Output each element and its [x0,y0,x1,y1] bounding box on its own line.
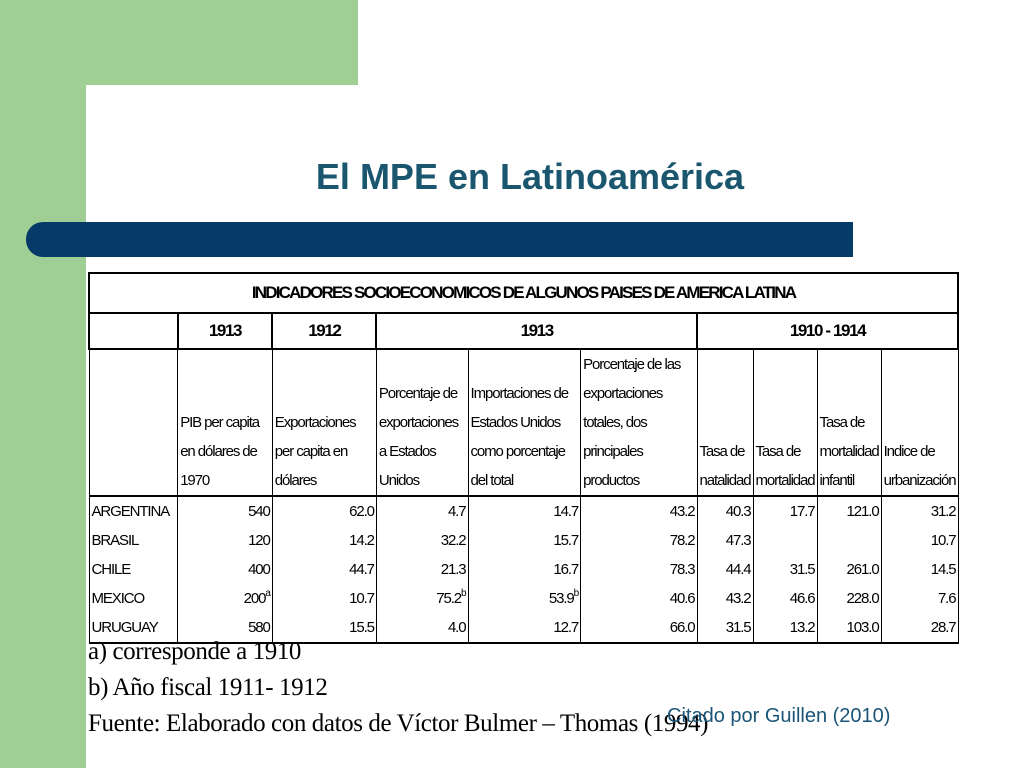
cell-value: 200 [243,590,267,607]
table-cell: 53.9b [467,584,582,613]
footnote-a: a) corresponde a 1910 [88,638,302,665]
table-cell: 14.2 [271,526,377,555]
table-cell [752,526,818,555]
footnote-marker: b [461,588,467,599]
citation-note: Citado por Guillen (2010) [667,705,891,727]
cell-value: 53.9 [548,590,575,607]
table-cell: 121.0 [816,496,882,526]
table-cell: 40.6 [580,584,698,613]
year-group-trade: 1913 [375,312,699,350]
table-cell: 78.3 [580,555,698,584]
column-header: Porcentaje de las exportaciones totales,… [580,349,698,497]
year-group-exports: 1912 [271,312,378,350]
table-cell: 43.2 [580,496,698,526]
column-header: Indice de urbanización [880,349,959,497]
table-cell: 66.0 [580,613,698,644]
column-header-country [88,349,179,497]
table-cell: 78.2 [580,526,698,555]
table-cell: 44.7 [271,555,377,584]
table-cell: 17.7 [752,496,818,526]
country-name: URUGUAY [88,613,179,644]
table-cell: 14.5 [880,555,959,584]
table-cell: 32.2 [375,526,469,555]
table-cell: 400 [177,555,273,584]
table-cell: 10.7 [271,584,377,613]
slide-title: El MPE en Latinoamérica [315,156,745,197]
country-name: MEXICO [88,584,179,613]
table-cell: 4.7 [375,496,469,526]
footnotes: a) corresponde a 1910 b) Año fiscal 1911… [88,634,708,742]
table-cell: 228.0 [816,584,882,613]
title-underline-bar [26,222,853,257]
table-cell: 7.6 [880,584,959,613]
table-cell: 21.3 [375,555,469,584]
column-header: Tasa de mortalidad [752,349,818,497]
table-row: URUGUAY 580 15.5 4.0 12.7 66.0 31.5 13.2… [88,613,959,644]
table-cell: 31.5 [752,555,818,584]
table-row: BRASIL 120 14.2 32.2 15.7 78.2 47.3 10.7 [88,526,959,555]
table-cell: 10.7 [880,526,959,555]
top-green-band [86,0,358,85]
table-cell: 4.0 [375,613,469,644]
table-cell: 43.2 [696,584,754,613]
country-name: BRASIL [88,526,179,555]
year-group-pib: 1913 [176,312,274,350]
year-cell-empty [88,312,179,350]
column-header: Tasa de natalidad [696,349,754,497]
table-cell: 13.2 [752,613,818,644]
footnote-marker: b [573,588,580,599]
table-cell: 16.7 [467,555,582,584]
table-cell [816,526,882,555]
table-cell: 200a [177,584,273,613]
column-header: PIB per capita en dólares de 1970 [177,349,273,497]
column-header: Tasa de mortalidad infantil [816,349,882,497]
table-row: CHILE 400 44.7 21.3 16.7 78.3 44.4 31.5 … [88,555,959,584]
table-cell: 15.7 [467,526,582,555]
table-title: INDICADORES SOCIOECONOMICOS DE ALGUNOS P… [88,272,959,314]
table-row: ARGENTINA 540 62.0 4.7 14.7 43.2 40.3 17… [88,496,959,526]
country-name: ARGENTINA [88,496,179,526]
table-cell: 28.7 [880,613,959,644]
footnote-marker: a [265,588,271,599]
indicators-table: INDICADORES SOCIOECONOMICOS DE ALGUNOS P… [88,272,959,644]
column-header: Porcentaje de exportaciones a Estados Un… [375,349,469,497]
table-cell: 261.0 [816,555,882,584]
table-cell: 580 [177,613,273,644]
side-green-band [0,0,86,768]
rounded-corner [86,85,146,145]
table-cell: 46.6 [752,584,818,613]
cell-value: 75.2 [436,590,462,607]
table-cell: 75.2b [375,584,469,613]
column-header: Exportaciones per capita en dólares [271,349,377,497]
column-header: Importaciones de Estados Unidos como por… [467,349,582,497]
table-cell: 540 [177,496,273,526]
footnote-b: b) Año fiscal 1911- 1912 [88,674,328,701]
table-cell: 14.7 [467,496,582,526]
country-name: CHILE [88,555,179,584]
table-cell: 47.3 [696,526,754,555]
table-cell: 15.5 [271,613,377,644]
table-cell: 120 [177,526,273,555]
table-row: MEXICO 200a 10.7 75.2b 53.9b 40.6 43.2 4… [88,584,959,613]
year-group-demography: 1910 - 1914 [696,312,959,350]
source-note: Fuente: Elaborado con datos de Víctor Bu… [88,710,709,737]
table-cell: 40.3 [696,496,754,526]
table-cell: 103.0 [816,613,882,644]
table-cell: 31.5 [696,613,754,644]
table-cell: 44.4 [696,555,754,584]
table-cell: 31.2 [880,496,959,526]
table-cell: 62.0 [271,496,377,526]
